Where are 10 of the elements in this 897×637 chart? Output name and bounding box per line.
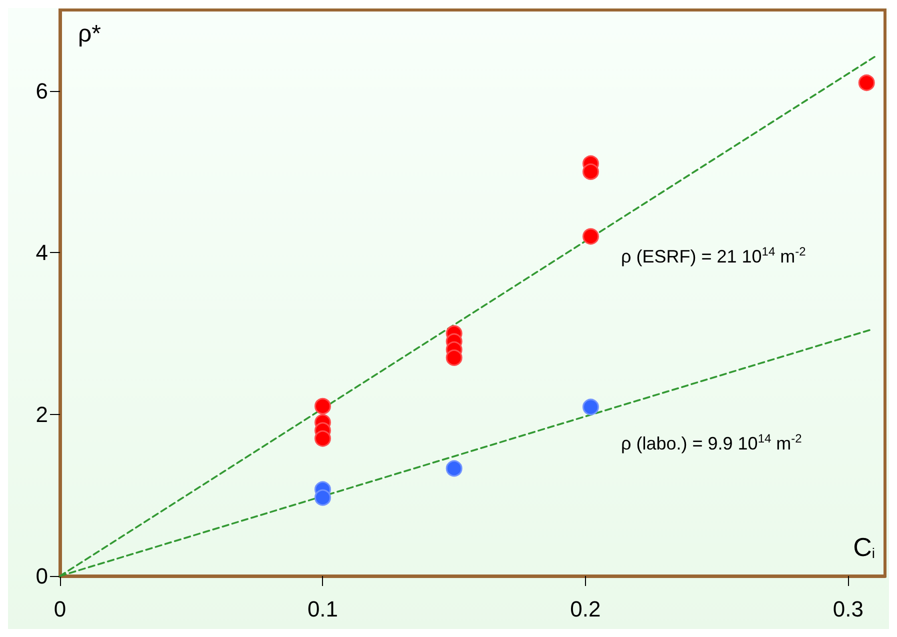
x-axis-title: Ci xyxy=(853,532,876,562)
x-tick-label: 0.1 xyxy=(307,596,338,622)
y-tick-label: 2 xyxy=(36,402,48,427)
x-tick-label: 0.3 xyxy=(832,596,864,622)
y-tick-label: 4 xyxy=(36,240,48,266)
y-axis-title: ρ* xyxy=(78,20,101,48)
x-tick-label: 0 xyxy=(54,596,66,622)
x-tick-label: 0.2 xyxy=(570,596,601,622)
y-tick-label: 0 xyxy=(36,564,48,588)
y-tick-label: 6 xyxy=(36,78,48,104)
